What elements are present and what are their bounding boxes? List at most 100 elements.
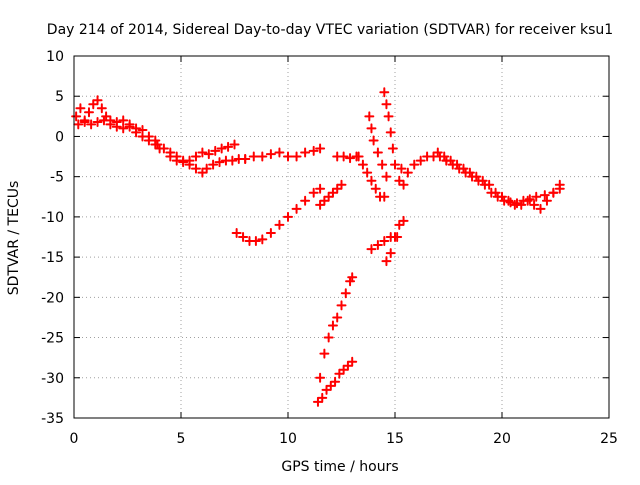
data-point	[158, 143, 169, 154]
data-point	[178, 157, 189, 168]
data-point	[118, 123, 129, 134]
chart-title: Day 214 of 2014, Sidereal Day-to-day VTE…	[47, 22, 613, 38]
y-axis-label: SDTVAR / TECUs	[6, 181, 22, 296]
data-point	[323, 332, 334, 343]
data-point	[497, 191, 507, 202]
data-point	[394, 175, 405, 186]
series-arc-8	[312, 356, 358, 407]
data-point	[73, 119, 84, 130]
data-point	[379, 87, 390, 98]
series-layer	[71, 87, 565, 407]
data-point	[274, 219, 285, 230]
data-point	[394, 219, 405, 230]
data-point	[165, 151, 176, 162]
data-point	[336, 300, 347, 311]
data-point	[92, 116, 103, 127]
data-point	[332, 312, 343, 323]
data-point	[398, 179, 409, 190]
data-point	[390, 232, 400, 242]
data-point	[92, 95, 103, 106]
data-point	[379, 191, 390, 202]
data-point	[539, 190, 550, 201]
data-point	[88, 99, 99, 110]
data-point	[464, 167, 475, 178]
data-point	[372, 147, 383, 158]
data-point	[342, 360, 353, 371]
x-tick-label: 20	[493, 431, 511, 447]
data-point	[312, 396, 323, 407]
series-arc-15	[381, 215, 409, 267]
data-point	[111, 121, 122, 132]
data-point	[503, 195, 514, 206]
data-point	[317, 392, 328, 403]
data-point	[197, 147, 208, 158]
data-point	[334, 368, 345, 379]
y-tick-label: -10	[41, 210, 64, 226]
data-point	[265, 149, 276, 160]
data-point	[131, 127, 142, 138]
data-point	[238, 232, 249, 242]
data-point	[118, 115, 129, 126]
data-point	[250, 236, 261, 247]
data-point	[415, 155, 426, 166]
series-arc-7	[315, 272, 358, 383]
y-tick-label: -30	[41, 371, 64, 387]
data-point	[484, 179, 495, 190]
data-point	[203, 149, 214, 160]
data-point	[385, 248, 396, 259]
data-point	[529, 199, 540, 210]
data-point	[105, 119, 116, 130]
data-point	[522, 195, 533, 206]
series-arc-2	[73, 115, 161, 146]
data-point	[257, 151, 268, 162]
data-point	[458, 163, 469, 174]
data-point	[398, 215, 409, 226]
y-tick-label: -35	[41, 411, 64, 427]
data-point	[184, 155, 195, 166]
data-point	[98, 115, 109, 126]
y-tick-label: -20	[41, 290, 64, 306]
data-point	[75, 103, 86, 114]
data-point	[315, 372, 326, 383]
y-tick-label: -15	[41, 250, 64, 266]
data-point	[390, 159, 400, 170]
data-point	[439, 151, 450, 162]
data-point	[319, 348, 330, 359]
grid-layer	[74, 56, 609, 418]
data-point	[471, 171, 482, 182]
data-point	[223, 141, 234, 152]
data-point	[248, 151, 259, 162]
data-point	[445, 155, 456, 166]
x-axis-label: GPS time / hours	[281, 459, 398, 475]
data-point	[353, 151, 364, 162]
y-tick-label: 5	[55, 89, 64, 105]
data-point	[381, 99, 392, 110]
data-point	[216, 143, 227, 154]
data-point	[79, 116, 90, 127]
data-point	[357, 159, 368, 170]
data-point	[385, 127, 396, 138]
data-point	[83, 107, 94, 118]
data-point	[381, 171, 392, 182]
data-point	[327, 320, 338, 331]
x-tick-label: 0	[70, 431, 79, 447]
data-point	[190, 163, 201, 174]
data-point	[227, 155, 238, 166]
data-point	[327, 187, 338, 198]
data-point	[387, 143, 398, 154]
series-arc-6	[231, 183, 326, 247]
data-point	[190, 151, 201, 162]
data-point	[332, 183, 343, 194]
series-arc-5	[240, 143, 326, 164]
data-point	[71, 111, 82, 122]
data-point	[372, 240, 383, 251]
data-point	[300, 195, 311, 206]
x-tick-label: 15	[386, 431, 404, 447]
y-tick-label: -25	[41, 331, 64, 347]
data-point	[368, 135, 379, 146]
data-point	[383, 111, 394, 122]
data-point	[265, 227, 276, 238]
data-point	[452, 159, 463, 170]
